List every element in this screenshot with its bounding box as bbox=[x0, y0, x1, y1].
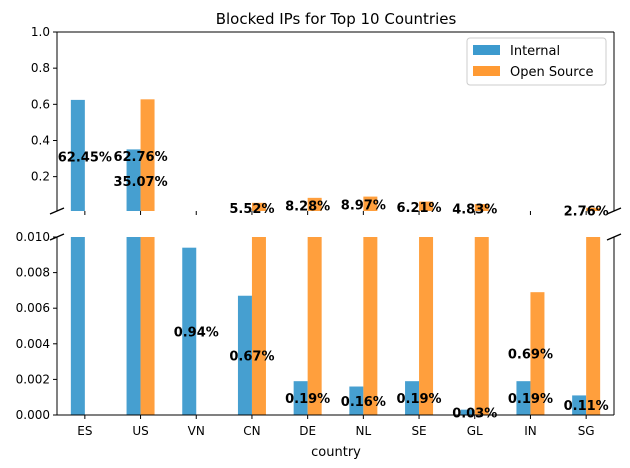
bar-top-open-source-US bbox=[140, 99, 155, 211]
data-label: 0.67% bbox=[229, 349, 274, 364]
axis-break-mark bbox=[606, 233, 622, 241]
x-tick-label: DE bbox=[299, 424, 316, 438]
bar-bottom-internal-GL bbox=[460, 409, 475, 415]
bar-top-open-source-NL bbox=[363, 196, 378, 211]
bar-bottom-open-source-IN bbox=[530, 292, 545, 415]
y-tick-label: 0.6 bbox=[31, 97, 50, 111]
legend-swatch-internal bbox=[473, 45, 500, 55]
x-tick-label: NL bbox=[356, 424, 372, 438]
bar-bottom-internal-IN bbox=[516, 381, 531, 415]
bar-bottom-internal-CN bbox=[237, 295, 252, 415]
bar-bottom-internal-NL bbox=[349, 386, 364, 415]
bar-bottom-internal-ES bbox=[70, 237, 85, 415]
y-tick-label: 0.006 bbox=[16, 301, 50, 315]
data-label: 0.19% bbox=[285, 392, 330, 407]
x-tick-label: SE bbox=[411, 424, 426, 438]
data-label: 62.76% bbox=[113, 150, 167, 165]
x-tick-label: CN bbox=[243, 424, 260, 438]
y-tick-label: 0.000 bbox=[16, 408, 50, 422]
axis-break-mark bbox=[606, 207, 622, 215]
data-label: 0.69% bbox=[508, 348, 553, 363]
bar-bottom-open-source-NL bbox=[363, 237, 378, 415]
data-label: 0.94% bbox=[174, 325, 219, 340]
bar-bottom-open-source-SG bbox=[586, 237, 601, 415]
bar-top-internal-ES bbox=[70, 99, 85, 211]
chart-title: Blocked IPs for Top 10 Countries bbox=[216, 10, 457, 28]
y-tick-label: 0.004 bbox=[16, 337, 50, 351]
data-label: 5.52% bbox=[229, 202, 274, 217]
y-tick-label: 0.002 bbox=[16, 372, 50, 386]
bar-top-open-source-GL bbox=[474, 204, 489, 211]
data-label: 0.19% bbox=[508, 392, 553, 407]
x-tick-label: IN bbox=[524, 424, 537, 438]
bar-top-open-source-DE bbox=[307, 197, 322, 211]
bar-bottom-open-source-CN bbox=[251, 237, 266, 415]
legend-label-open-source: Open Source bbox=[510, 65, 594, 80]
bar-bottom-open-source-GL bbox=[474, 237, 489, 415]
data-label: 8.97% bbox=[341, 199, 386, 214]
data-label: 0.16% bbox=[341, 395, 386, 410]
legend-label-internal: Internal bbox=[510, 44, 560, 59]
bar-top-open-source-SE bbox=[419, 201, 434, 211]
bar-bottom-open-source-SE bbox=[419, 237, 434, 415]
y-tick-label: 0.2 bbox=[31, 170, 50, 184]
x-tick-label: ES bbox=[77, 424, 92, 438]
x-tick-label: SG bbox=[578, 424, 595, 438]
axis-break-mark bbox=[49, 207, 65, 215]
data-label: 0.11% bbox=[564, 399, 609, 414]
y-tick-label: 1.0 bbox=[31, 25, 50, 39]
axis-break-mark bbox=[49, 233, 65, 241]
bar-bottom-internal-SE bbox=[405, 381, 420, 415]
bar-bottom-open-source-US bbox=[140, 237, 155, 415]
bar-bottom-internal-DE bbox=[293, 381, 308, 415]
y-tick-label: 0.008 bbox=[16, 266, 50, 280]
x-tick-label: GL bbox=[467, 424, 483, 438]
data-label: 0.03% bbox=[452, 406, 497, 421]
data-label: 6.21% bbox=[396, 201, 441, 216]
legend: Internal Open Source bbox=[466, 37, 607, 86]
bar-bottom-internal-US bbox=[126, 237, 141, 415]
bar-top-internal-US bbox=[126, 149, 141, 211]
legend-swatch-open-source bbox=[473, 66, 500, 76]
x-tick-label: US bbox=[132, 424, 148, 438]
y-tick-label: 0.010 bbox=[16, 230, 50, 244]
bar-top-open-source-CN bbox=[251, 202, 266, 211]
y-tick-label: 0.8 bbox=[31, 61, 50, 75]
bar-bottom-internal-SG bbox=[572, 395, 587, 415]
data-label: 35.07% bbox=[113, 175, 167, 190]
bar-bottom-internal-VN bbox=[182, 247, 197, 415]
data-label: 62.45% bbox=[58, 150, 112, 165]
data-label: 8.28% bbox=[285, 199, 330, 214]
data-label: 0.19% bbox=[396, 392, 441, 407]
bar-bottom-open-source-DE bbox=[307, 237, 322, 415]
bar-top-open-source-SG bbox=[586, 207, 601, 211]
data-label: 4.83% bbox=[452, 202, 497, 217]
x-axis-label: country bbox=[311, 445, 361, 460]
x-tick-label: VN bbox=[188, 424, 205, 438]
y-tick-label: 0.4 bbox=[31, 133, 50, 147]
